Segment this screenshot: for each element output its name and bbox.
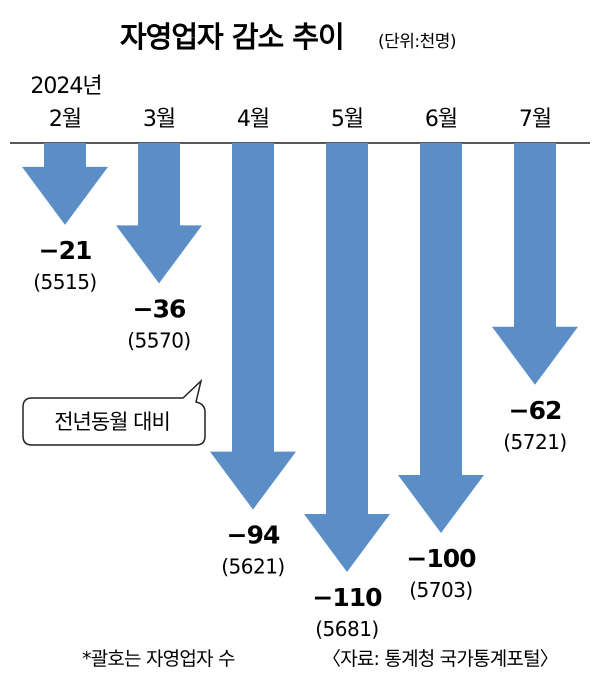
month-labels: 2월 3월 4월 5월 6월 7월 xyxy=(49,107,552,132)
footnote: *괄호는 자영업자 수 xyxy=(82,648,235,670)
total-label: (5621) xyxy=(221,555,285,579)
total-label: (5515) xyxy=(33,270,97,294)
month-label: 6월 xyxy=(425,107,457,132)
total-label: (5681) xyxy=(315,617,379,641)
arrow-bar xyxy=(116,143,202,284)
arrow-bar xyxy=(304,143,390,572)
value-labels: −21 (5515) −36 (5570) −94 (5621) −110 (5681) −10… xyxy=(33,236,567,641)
arrow-bar xyxy=(492,143,578,385)
value-label: −94 xyxy=(227,521,280,550)
source-note: 〈자료: 통계청 국가통계포털〉 xyxy=(322,648,558,670)
arrow-bar xyxy=(210,143,296,510)
value-label: −100 xyxy=(406,544,476,573)
unit-label: (단위:천명) xyxy=(378,32,456,52)
callout-shape xyxy=(22,378,206,446)
value-label: −36 xyxy=(133,294,186,323)
month-label: 7월 xyxy=(519,107,551,132)
month-label: 4월 xyxy=(237,107,269,132)
arrows xyxy=(22,143,578,572)
month-label: 2월 xyxy=(49,107,81,132)
month-label: 3월 xyxy=(143,107,175,132)
callout-text: 전년동월 대비 xyxy=(54,410,170,434)
callout-bubble: 전년동월 대비 xyxy=(22,378,206,446)
total-label: (5721) xyxy=(503,430,567,454)
year-label: 2024년 xyxy=(30,74,101,99)
value-label: −110 xyxy=(312,583,382,612)
arrow-bar xyxy=(398,143,484,533)
chart-title: 자영업자 감소 추이 xyxy=(120,20,344,54)
value-label: −21 xyxy=(39,236,92,265)
month-label: 5월 xyxy=(331,107,363,132)
total-label: (5703) xyxy=(409,578,473,602)
value-label: −62 xyxy=(509,396,562,425)
total-label: (5570) xyxy=(127,328,191,352)
arrow-bar xyxy=(22,143,108,225)
